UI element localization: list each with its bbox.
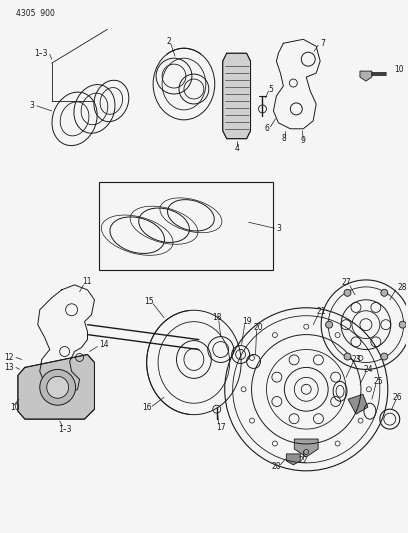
Text: 17: 17 xyxy=(216,423,226,432)
Text: 13: 13 xyxy=(4,363,14,372)
Circle shape xyxy=(381,353,388,360)
Text: 26: 26 xyxy=(393,393,403,402)
Bar xyxy=(100,182,273,270)
Polygon shape xyxy=(348,394,368,414)
Text: 16: 16 xyxy=(142,403,152,411)
Polygon shape xyxy=(286,454,300,465)
Text: 23: 23 xyxy=(351,355,361,364)
Text: 18: 18 xyxy=(212,313,222,322)
Polygon shape xyxy=(294,439,318,457)
Text: 4: 4 xyxy=(234,144,239,153)
Text: 28: 28 xyxy=(272,462,281,471)
Text: 6: 6 xyxy=(264,124,269,133)
Text: 12: 12 xyxy=(4,353,14,362)
Polygon shape xyxy=(360,71,372,81)
Text: 25: 25 xyxy=(373,377,383,386)
Text: 20: 20 xyxy=(254,323,263,332)
Text: 9: 9 xyxy=(301,136,306,145)
Polygon shape xyxy=(223,53,251,139)
Circle shape xyxy=(399,321,406,328)
Text: 28: 28 xyxy=(398,284,407,293)
Circle shape xyxy=(344,289,351,296)
Text: 24: 24 xyxy=(363,365,373,374)
Polygon shape xyxy=(18,354,95,419)
Text: 5: 5 xyxy=(268,85,273,93)
Text: 15: 15 xyxy=(144,297,154,306)
Text: 7: 7 xyxy=(320,39,325,48)
Text: 3: 3 xyxy=(276,224,281,233)
Circle shape xyxy=(381,289,388,296)
Text: 10: 10 xyxy=(10,403,20,411)
Circle shape xyxy=(47,376,69,398)
Circle shape xyxy=(344,353,351,360)
Text: 21: 21 xyxy=(317,307,326,316)
Circle shape xyxy=(40,369,75,405)
Text: 27: 27 xyxy=(341,278,351,287)
Text: 4305  900: 4305 900 xyxy=(16,9,55,18)
Circle shape xyxy=(326,321,333,328)
Text: 19: 19 xyxy=(242,317,251,326)
Text: 10: 10 xyxy=(394,64,404,74)
Text: 22: 22 xyxy=(299,456,308,465)
Text: 2: 2 xyxy=(166,37,171,46)
Text: 3: 3 xyxy=(29,101,34,110)
Text: 8: 8 xyxy=(281,134,286,143)
Text: 14: 14 xyxy=(100,340,109,349)
Text: 11: 11 xyxy=(82,277,91,286)
Text: 1–3: 1–3 xyxy=(34,49,48,58)
Text: 1–3: 1–3 xyxy=(58,425,71,433)
